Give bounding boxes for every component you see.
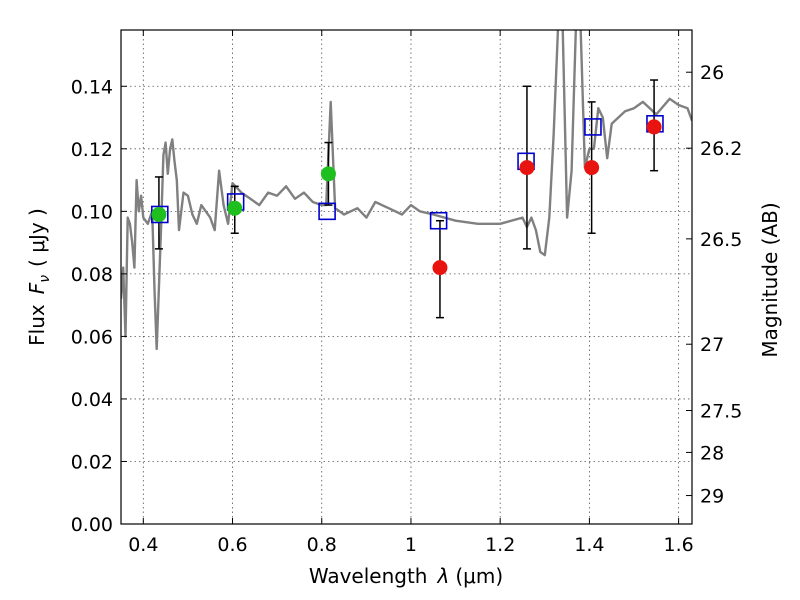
- red-point: [646, 119, 662, 135]
- x-tick-label: 0.8: [307, 534, 337, 556]
- y-axis-title-subscript: ν: [37, 275, 53, 283]
- right-tick-label: 26: [700, 62, 724, 84]
- spectrum-line: [121, 30, 692, 351]
- y-tick-label: 0.04: [71, 389, 113, 411]
- grid-layer: [121, 30, 692, 525]
- plot-frame: [120, 29, 693, 525]
- y-axis-title: Flux Fν ( μJy ): [25, 208, 53, 346]
- right-tick-label: 26.5: [700, 229, 742, 251]
- tick-layer: 0.4 0.6 0.8 1 1.2 1.4 1.6 0.00 0.02 0.04 0.06 0.08 0…: [71, 30, 742, 556]
- red-point: [584, 160, 600, 176]
- y-axis-title-symbol: F: [25, 282, 49, 294]
- blue-square-marker: [318, 202, 336, 221]
- right-tick-label: 28: [700, 442, 724, 464]
- y-tick-label: 0.08: [71, 264, 113, 286]
- x-axis-title-prefix: Wavelength: [309, 564, 428, 588]
- blue-square-marker: [584, 118, 602, 136]
- blue-square-marker: [429, 211, 448, 230]
- x-tick-label: 1: [405, 534, 417, 556]
- y-axis-title-unit: ( μJy ): [25, 208, 49, 267]
- green-point: [227, 200, 243, 216]
- red-point: [519, 160, 535, 176]
- x-axis-title-unit: (μm): [455, 564, 503, 588]
- y-tick-label: 0.00: [71, 514, 113, 536]
- x-tick-label: 1.2: [485, 534, 515, 556]
- right-tick-label: 27.5: [700, 401, 742, 423]
- right-axis-title: Magnitude (AB): [758, 202, 782, 357]
- red-point: [432, 260, 448, 276]
- y-tick-label: 0.06: [71, 326, 113, 348]
- y-tick-label: 0.10: [71, 201, 113, 223]
- green-point: [320, 166, 336, 182]
- right-tick-label: 27: [700, 334, 724, 356]
- right-tick-label: 26.2: [700, 138, 742, 160]
- x-tick-label: 0.6: [217, 534, 247, 556]
- spectrum-layer: [121, 30, 692, 351]
- marker-layer: [151, 114, 664, 276]
- right-tick-label: 29: [700, 486, 724, 508]
- y-tick-label: 0.12: [71, 139, 113, 161]
- x-tick-label: 1.4: [574, 534, 604, 556]
- x-axis-title: Wavelength λ (μm): [309, 564, 503, 588]
- green-point: [151, 206, 167, 222]
- x-tick-label: 0.4: [128, 534, 158, 556]
- y-tick-label: 0.14: [71, 76, 113, 98]
- y-axis-title-prefix: Flux: [25, 304, 49, 346]
- x-axis-title-symbol: λ: [437, 564, 450, 588]
- x-tick-label: 1.6: [664, 534, 694, 556]
- y-tick-label: 0.02: [71, 451, 113, 473]
